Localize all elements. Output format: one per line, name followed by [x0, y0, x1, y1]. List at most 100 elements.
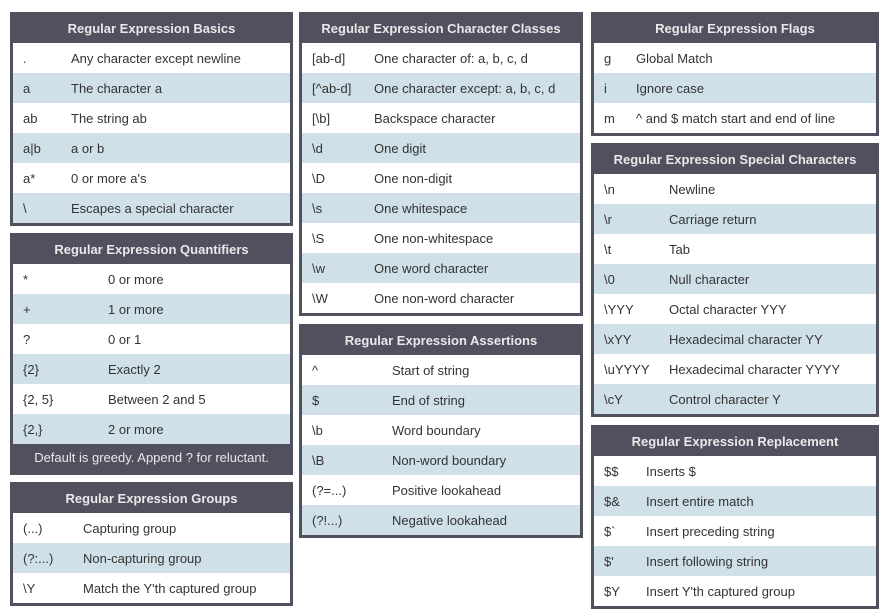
pattern-description: Null character	[659, 264, 876, 294]
column-right: Regular Expression Flags g Global Match i I…	[591, 12, 879, 616]
pattern-symbol: \S	[302, 223, 364, 253]
regex-replacement-table: $$ Inserts $ $& Insert entire match $` Insert…	[594, 456, 876, 606]
regex-replacement-card: Regular Expression Replacement $$ Inserts…	[591, 425, 879, 609]
pattern-description: The character a	[61, 73, 290, 103]
pattern-description: Control character Y	[659, 384, 876, 414]
pattern-symbol: ab	[13, 103, 61, 133]
pattern-description: One character of: a, b, c, d	[364, 43, 580, 73]
regex-assertions-title: Regular Expression Assertions	[302, 327, 580, 355]
table-row: * 0 or more	[13, 264, 290, 294]
table-row: . Any character except newline	[13, 43, 290, 73]
pattern-description: Carriage return	[659, 204, 876, 234]
table-row: \n Newline	[594, 174, 876, 204]
table-row: \D One non-digit	[302, 163, 580, 193]
regex-replacement-title: Regular Expression Replacement	[594, 428, 876, 456]
pattern-description: One non-word character	[364, 283, 580, 313]
regex-groups-title: Regular Expression Groups	[13, 485, 290, 513]
table-row: +1 or more	[13, 294, 290, 324]
pattern-description: ^ and $ match start and end of line	[626, 103, 876, 133]
pattern-symbol: (?!...)	[302, 505, 382, 535]
pattern-description: Word boundary	[382, 415, 580, 445]
pattern-symbol: {2}	[13, 354, 98, 384]
pattern-description: Between 2 and 5	[98, 384, 290, 414]
table-row: $` Insert preceding string	[594, 516, 876, 546]
regex-flags-title: Regular Expression Flags	[594, 15, 876, 43]
pattern-symbol: (?=...)	[302, 475, 382, 505]
regex-flags-card: Regular Expression Flags g Global Match i I…	[591, 12, 879, 136]
table-row: {2, 5} Between 2 and 5	[13, 384, 290, 414]
table-row: \0 Null character	[594, 264, 876, 294]
regex-assertions-card: Regular Expression Assertions ^ Start of …	[299, 324, 583, 538]
pattern-description: Global Match	[626, 43, 876, 73]
table-row: \YYY Octal character YYY	[594, 294, 876, 324]
pattern-symbol: [\b]	[302, 103, 364, 133]
pattern-symbol: i	[594, 73, 626, 103]
table-row: [\b] Backspace character	[302, 103, 580, 133]
pattern-symbol: [^ab-d]	[302, 73, 364, 103]
table-row: (?:...) Non-capturing group	[13, 543, 290, 573]
table-row: \b Word boundary	[302, 415, 580, 445]
pattern-description: The string ab	[61, 103, 290, 133]
table-row: g Global Match	[594, 43, 876, 73]
table-row: {2} Exactly 2	[13, 354, 290, 384]
pattern-symbol: a|b	[13, 133, 61, 163]
pattern-symbol: \Y	[13, 573, 73, 603]
pattern-description: Capturing group	[73, 513, 290, 543]
regex-quantifiers-title: Regular Expression Quantifiers	[13, 236, 290, 264]
regex-groups-table: (...) Capturing group (?:...) Non-capturing…	[13, 513, 290, 603]
pattern-description: a or b	[61, 133, 290, 163]
table-row: (?!...) Negative lookahead	[302, 505, 580, 535]
table-row: (...) Capturing group	[13, 513, 290, 543]
table-row: $' Insert following string	[594, 546, 876, 576]
regex-special-characters-table: \n Newline \r Carriage return \t Tab \0 Null ch…	[594, 174, 876, 414]
pattern-symbol: $`	[594, 516, 636, 546]
pattern-description: Insert following string	[636, 546, 876, 576]
table-row: ab The string ab	[13, 103, 290, 133]
pattern-description: Negative lookahead	[382, 505, 580, 535]
pattern-description: Insert entire match	[636, 486, 876, 516]
pattern-symbol: $$	[594, 456, 636, 486]
pattern-symbol: \xYY	[594, 324, 659, 354]
table-row: \ Escapes a special character	[13, 193, 290, 223]
pattern-symbol: {2, 5}	[13, 384, 98, 414]
table-row: \uYYYY Hexadecimal character YYYY	[594, 354, 876, 384]
pattern-symbol: $Y	[594, 576, 636, 606]
regex-character-classes-table: [ab-d] One character of: a, b, c, d [^ab-d…	[302, 43, 580, 313]
regex-assertions-table: ^ Start of string $ End of string \b Word bou…	[302, 355, 580, 535]
pattern-description: Tab	[659, 234, 876, 264]
pattern-symbol: \YYY	[594, 294, 659, 324]
table-row: \W One non-word character	[302, 283, 580, 313]
pattern-symbol: $&	[594, 486, 636, 516]
table-row: \s One whitespace	[302, 193, 580, 223]
pattern-description: 2 or more	[98, 414, 290, 444]
pattern-description: 1 or more	[98, 294, 290, 324]
pattern-description: One word character	[364, 253, 580, 283]
pattern-description: Hexadecimal character YYYY	[659, 354, 876, 384]
table-row: \d One digit	[302, 133, 580, 163]
regex-basics-card: Regular Expression Basics . Any character…	[10, 12, 293, 226]
table-row: i Ignore case	[594, 73, 876, 103]
table-row: \w One word character	[302, 253, 580, 283]
table-row: a The character a	[13, 73, 290, 103]
pattern-symbol: \w	[302, 253, 364, 283]
table-row: \B Non-word boundary	[302, 445, 580, 475]
pattern-symbol: \cY	[594, 384, 659, 414]
pattern-symbol: g	[594, 43, 626, 73]
pattern-symbol: \s	[302, 193, 364, 223]
table-row: a|b a or b	[13, 133, 290, 163]
pattern-symbol: (...)	[13, 513, 73, 543]
pattern-description: Start of string	[382, 355, 580, 385]
pattern-symbol: \r	[594, 204, 659, 234]
pattern-symbol: [ab-d]	[302, 43, 364, 73]
pattern-description: 0 or more	[98, 264, 290, 294]
pattern-symbol: $'	[594, 546, 636, 576]
pattern-symbol: {2,}	[13, 414, 98, 444]
pattern-description: One non-whitespace	[364, 223, 580, 253]
regex-quantifiers-note: Default is greedy. Append ? for reluctan…	[13, 444, 290, 472]
regex-character-classes-card: Regular Expression Character Classes [ab…	[299, 12, 583, 316]
pattern-description: Ignore case	[626, 73, 876, 103]
table-row: $ End of string	[302, 385, 580, 415]
table-row: (?=...) Positive lookahead	[302, 475, 580, 505]
pattern-symbol: \W	[302, 283, 364, 313]
table-row: [^ab-d] One character except: a, b, c, d	[302, 73, 580, 103]
